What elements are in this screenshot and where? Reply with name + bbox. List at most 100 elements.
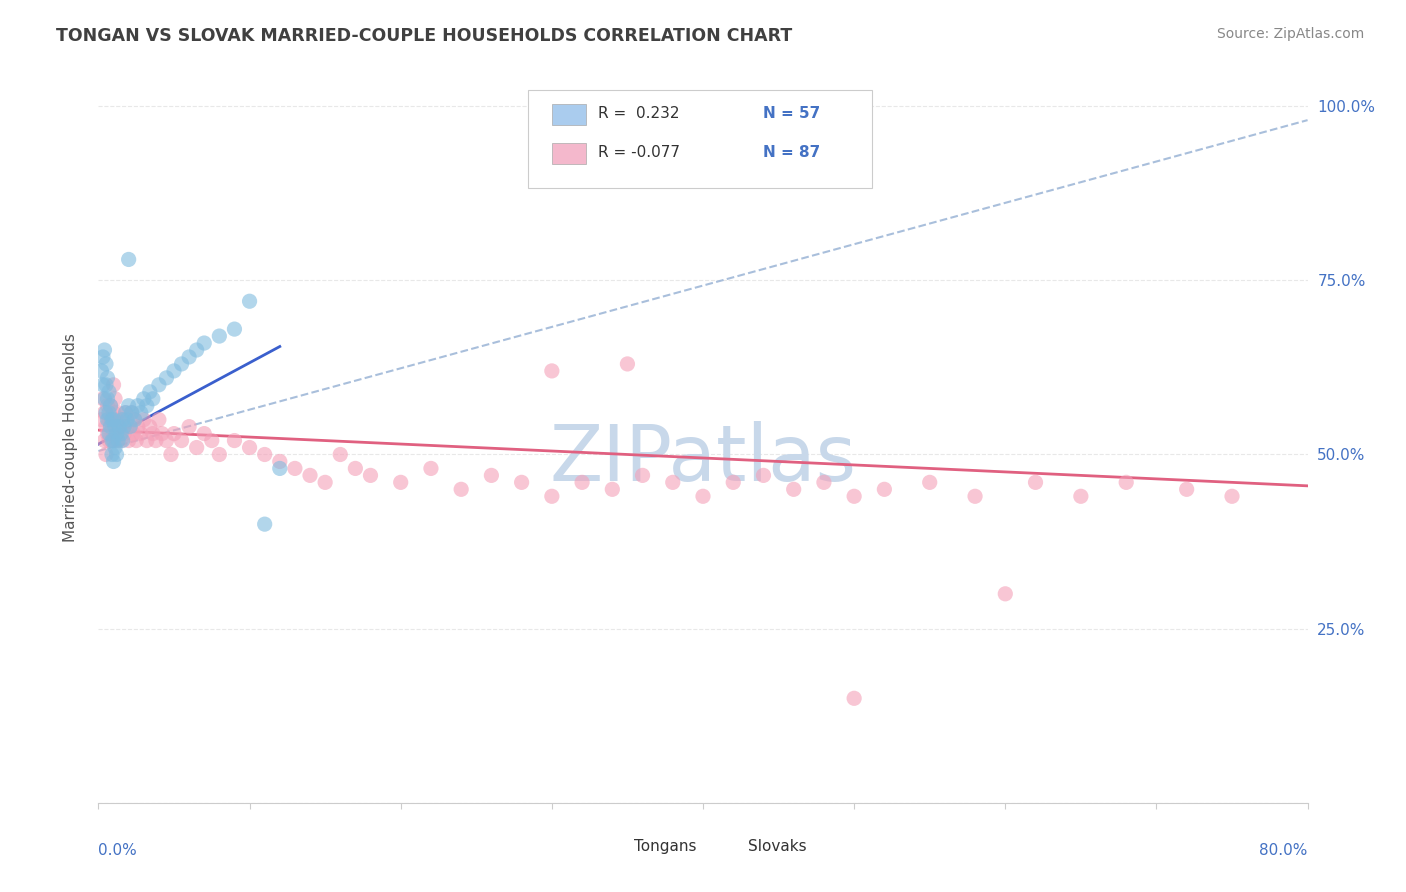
Text: N = 57: N = 57: [763, 106, 821, 121]
Point: [420, 461, 443, 475]
Point: [208, 448, 231, 462]
Point: [129, 426, 152, 441]
Point: [101, 448, 124, 462]
Point: [344, 461, 367, 475]
Text: N = 87: N = 87: [763, 145, 821, 160]
Point: [90, 364, 112, 378]
Point: [121, 406, 143, 420]
Point: [186, 343, 208, 357]
Point: [1024, 475, 1046, 490]
Point: [224, 322, 246, 336]
Point: [186, 441, 208, 455]
Point: [108, 419, 131, 434]
Point: [112, 419, 135, 434]
Point: [965, 489, 987, 503]
Point: [94, 377, 117, 392]
Point: [100, 399, 122, 413]
Point: [155, 434, 177, 448]
Point: [145, 434, 167, 448]
Point: [100, 399, 122, 413]
Point: [1220, 489, 1243, 503]
Point: [129, 406, 152, 420]
Point: [96, 426, 118, 441]
Point: [105, 434, 128, 448]
Point: [269, 454, 291, 468]
Point: [170, 357, 193, 371]
Point: [616, 357, 638, 371]
Point: [239, 294, 262, 309]
Point: [108, 419, 131, 434]
Point: [120, 419, 142, 434]
Text: 0.0%: 0.0%: [98, 843, 138, 858]
Point: [94, 357, 117, 371]
Point: [163, 364, 186, 378]
Point: [103, 406, 125, 420]
Point: [122, 426, 145, 441]
Point: [150, 426, 173, 441]
Point: [103, 412, 125, 426]
Point: [114, 406, 136, 420]
Bar: [551, 104, 586, 125]
Point: [98, 384, 121, 399]
Point: [121, 406, 143, 420]
Point: [98, 406, 121, 420]
Point: [208, 329, 231, 343]
Point: [201, 434, 224, 448]
Point: [91, 392, 114, 406]
Point: [100, 419, 122, 434]
Point: [540, 364, 562, 378]
Bar: [600, 841, 627, 857]
Point: [1175, 483, 1198, 497]
Point: [692, 489, 714, 503]
Point: [96, 392, 118, 406]
Point: [111, 412, 134, 426]
Point: [115, 419, 138, 434]
Point: [93, 343, 115, 357]
Point: [96, 371, 118, 385]
Point: [90, 412, 112, 426]
Point: [127, 399, 149, 413]
Point: [314, 475, 336, 490]
Point: [110, 426, 132, 441]
Point: [135, 434, 157, 448]
Point: [139, 419, 162, 434]
Point: [118, 434, 141, 448]
Point: [873, 483, 896, 497]
Point: [193, 426, 215, 441]
Point: [571, 475, 593, 490]
Point: [115, 412, 138, 426]
Point: [91, 377, 114, 392]
Point: [98, 434, 121, 448]
Point: [450, 483, 472, 497]
Point: [148, 377, 170, 392]
Text: Slovaks: Slovaks: [748, 839, 807, 855]
Point: [160, 448, 183, 462]
Point: [813, 475, 835, 490]
Point: [142, 426, 165, 441]
Point: [98, 426, 121, 441]
Point: [100, 419, 122, 434]
Point: [111, 412, 134, 426]
Point: [94, 419, 117, 434]
Point: [170, 434, 193, 448]
Point: [1070, 489, 1092, 503]
Point: [111, 434, 134, 448]
Point: [96, 412, 118, 426]
Point: [179, 419, 201, 434]
Point: [602, 483, 624, 497]
Point: [105, 412, 128, 426]
Point: [142, 392, 165, 406]
Point: [124, 412, 146, 426]
Point: [120, 419, 142, 434]
Point: [101, 412, 124, 426]
Point: [661, 475, 683, 490]
Point: [112, 426, 135, 441]
Point: [224, 434, 246, 448]
Point: [510, 475, 533, 490]
Bar: [551, 143, 586, 163]
Point: [329, 448, 352, 462]
Point: [389, 475, 412, 490]
Point: [844, 691, 866, 706]
Point: [105, 426, 128, 441]
Text: Source: ZipAtlas.com: Source: ZipAtlas.com: [1216, 27, 1364, 41]
